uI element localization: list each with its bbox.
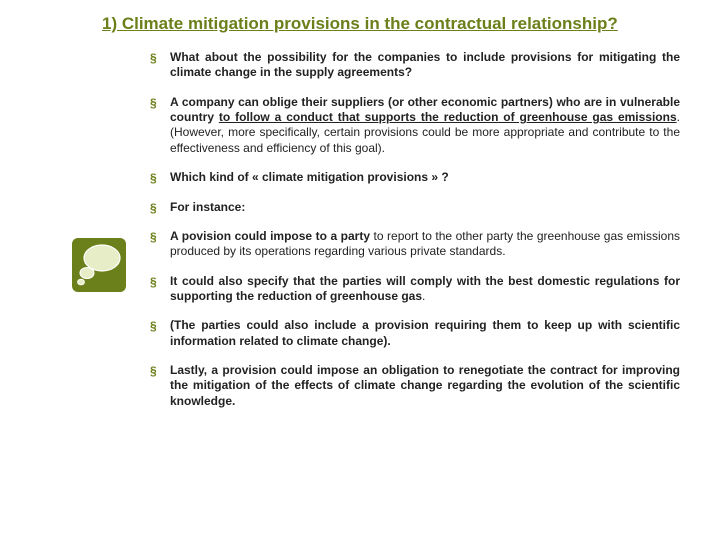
item-lead: Which kind of « climate mitigation provi…: [170, 170, 449, 184]
list-item: § It could also specify that the parties…: [150, 274, 680, 305]
item-text: (The parties could also include a provis…: [170, 318, 680, 349]
item-lead: What about the possibility for the compa…: [170, 50, 680, 79]
item-text: Lastly, a provision could impose an obli…: [170, 363, 680, 409]
bullet-list: § What about the possibility for the com…: [150, 50, 680, 409]
thought-bubble-icon: [72, 238, 126, 292]
list-item: § For instance:: [150, 200, 680, 215]
item-text: A povision could impose to a party to re…: [170, 229, 680, 260]
list-item: § A company can oblige their suppliers (…: [150, 95, 680, 156]
bullet-glyph: §: [150, 275, 164, 289]
slide-title: 1) Climate mitigation provisions in the …: [102, 14, 690, 34]
list-item: § A povision could impose to a party to …: [150, 229, 680, 260]
list-item: § Which kind of « climate mitigation pro…: [150, 170, 680, 185]
item-text: It could also specify that the parties w…: [170, 274, 680, 305]
item-lead: (The parties could also include a provis…: [170, 318, 680, 347]
bullet-glyph: §: [150, 364, 164, 378]
item-lead: A povision could impose to a party: [170, 229, 370, 243]
bullet-glyph: §: [150, 319, 164, 333]
bullet-glyph: §: [150, 96, 164, 110]
bullet-glyph: §: [150, 51, 164, 65]
item-lead: For instance:: [170, 200, 245, 214]
item-text: Which kind of « climate mitigation provi…: [170, 170, 680, 185]
bullet-glyph: §: [150, 230, 164, 244]
item-lead: Lastly, a provision could impose an obli…: [170, 363, 680, 408]
list-item: § Lastly, a provision could impose an ob…: [150, 363, 680, 409]
item-underline: to follow a conduct that supports the re…: [219, 110, 677, 124]
item-text: For instance:: [170, 200, 680, 215]
bullet-glyph: §: [150, 171, 164, 185]
list-item: § What about the possibility for the com…: [150, 50, 680, 81]
item-text: What about the possibility for the compa…: [170, 50, 680, 81]
item-rest: .: [422, 289, 425, 303]
item-text: A company can oblige their suppliers (or…: [170, 95, 680, 156]
list-item: § (The parties could also include a prov…: [150, 318, 680, 349]
bullet-glyph: §: [150, 201, 164, 215]
